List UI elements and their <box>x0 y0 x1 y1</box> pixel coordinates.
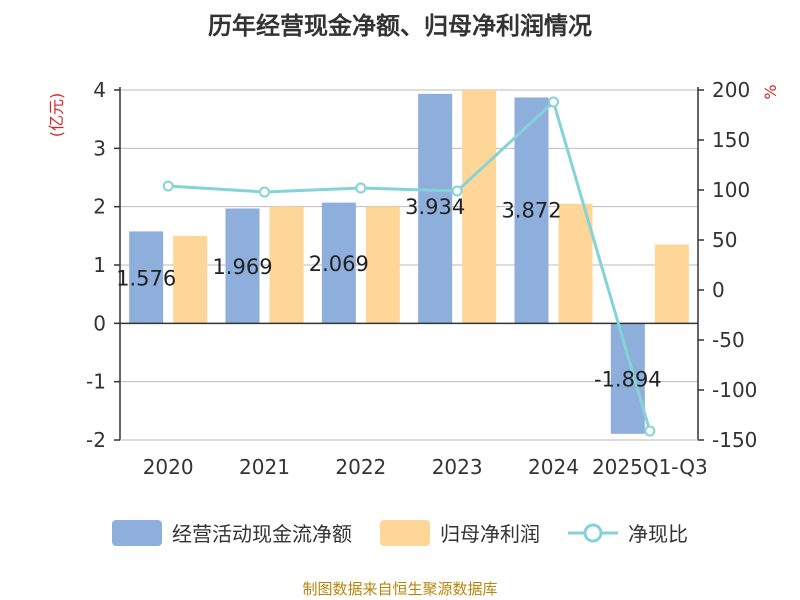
bar-cash <box>418 93 453 324</box>
data-label-cash: 1.576 <box>116 266 176 290</box>
y-left-tick-label: -1 <box>86 370 106 394</box>
bar-cash <box>321 202 356 324</box>
data-label-cash: 3.872 <box>501 198 561 222</box>
y-left-tick-label: -2 <box>86 428 106 452</box>
y-left-tick-label: 1 <box>93 253 106 277</box>
y-left-tick-label: 3 <box>93 136 106 160</box>
legend-label-cash: 经营活动现金流净额 <box>172 522 352 546</box>
point-ratio <box>162 180 174 192</box>
bar-profit <box>173 235 208 324</box>
bar-profit <box>558 203 593 324</box>
legend-swatch-cash <box>112 519 162 546</box>
x-tick-label: 2022 <box>335 455 386 479</box>
data-label-cash: 2.069 <box>309 252 369 276</box>
x-tick-label: 2020 <box>143 455 194 479</box>
bar-profit <box>269 206 304 324</box>
bar-cash <box>514 97 549 324</box>
bar-profit <box>462 90 497 324</box>
data-source-note: 制图数据来自恒生聚源数据库 <box>302 580 498 598</box>
x-tick-label: 2023 <box>432 455 483 479</box>
point-ratio <box>259 186 270 198</box>
legend-swatch-profit <box>380 519 430 546</box>
y-right-tick-label: 0 <box>712 278 725 302</box>
point-ratio <box>548 96 559 108</box>
y-right-tick-label: 50 <box>712 228 737 252</box>
y-right-tick-label: 200 <box>712 78 750 102</box>
legend-item-cash[interactable]: 经营活动现金流净额 <box>112 518 352 547</box>
data-label-cash: 1.969 <box>212 255 272 279</box>
y-left-tick-label: 4 <box>93 78 106 102</box>
chart-legend: 经营活动现金流净额 归母净利润 净现比 <box>0 518 800 547</box>
bar-cash <box>225 208 260 324</box>
legend-swatch-ratio <box>568 523 618 542</box>
x-tick-label: 2025Q1-Q3 <box>592 455 708 479</box>
combo-chart: -2 -1 0 1 2 3 4 -150 -100 -50 0 50 100 150 200 (亿元)% 202… <box>47 78 780 479</box>
point-ratio <box>644 425 656 437</box>
bar-cash <box>610 323 645 434</box>
y-right-tick-label: -50 <box>712 328 745 352</box>
y-right-tick-label: -150 <box>712 428 757 452</box>
y-left-tick-label: 0 <box>93 311 106 335</box>
y-right-tick-label: 100 <box>712 178 750 202</box>
legend-item-profit[interactable]: 归母净利润 <box>380 518 540 547</box>
y-left-axis-label: (亿元) <box>47 93 66 138</box>
line-ratio <box>168 99 652 432</box>
point-ratio <box>451 185 463 197</box>
bar-profit <box>654 244 689 324</box>
chart-title: 历年经营现金净额、归母净利润情况 <box>208 12 592 40</box>
legend-label-profit: 归母净利润 <box>440 522 540 546</box>
point-ratio <box>355 182 367 194</box>
y-left-tick-label: 2 <box>93 195 106 219</box>
legend-label-ratio: 净现比 <box>628 522 688 546</box>
x-tick-label: 2021 <box>239 455 290 479</box>
legend-item-ratio[interactable]: 净现比 <box>568 518 688 547</box>
data-label-cash: 3.934 <box>405 195 465 219</box>
x-tick-label: 2024 <box>528 455 579 479</box>
bar-cash <box>129 231 164 324</box>
data-label-cash: -1.894 <box>594 368 662 392</box>
bar-profit <box>365 206 400 324</box>
y-right-axis-label: % <box>761 84 780 99</box>
y-right-tick-label: -100 <box>712 378 757 402</box>
y-right-tick-label: 150 <box>712 128 750 152</box>
